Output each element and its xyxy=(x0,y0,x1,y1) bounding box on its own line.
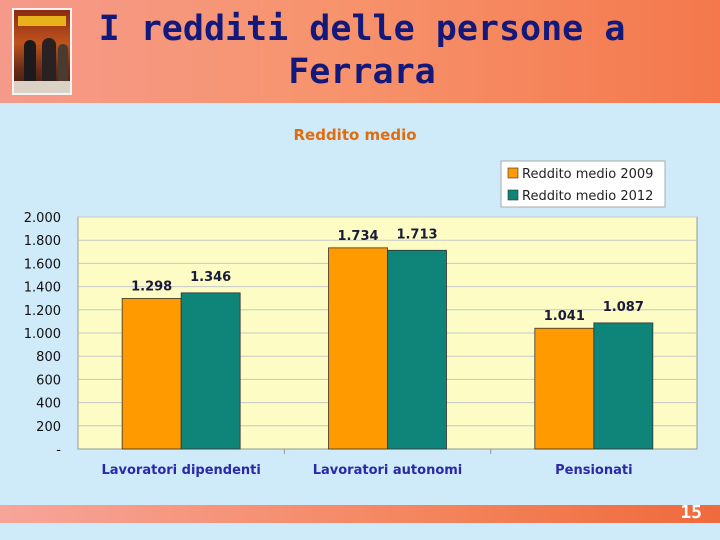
slide-title: I redditi delle persone a Ferrara xyxy=(98,9,626,92)
y-tick-label: 1.200 xyxy=(24,304,61,319)
bar xyxy=(328,247,388,450)
data-label: 1.346 xyxy=(190,270,231,285)
y-tick-label: 200 xyxy=(36,420,61,435)
legend-swatch xyxy=(507,189,519,201)
y-tick-label: - xyxy=(56,443,61,458)
legend xyxy=(500,160,666,208)
bar xyxy=(593,322,654,450)
page-number: 15 xyxy=(680,502,702,523)
y-tick-label: 400 xyxy=(36,397,61,412)
data-label: 1.041 xyxy=(544,309,585,324)
y-tick-label: 1.800 xyxy=(24,234,61,249)
y-tick-label: 1.000 xyxy=(24,327,61,342)
bar xyxy=(180,292,241,450)
y-tick-label: 1.600 xyxy=(24,257,61,272)
bar xyxy=(121,298,182,450)
x-tick-label: Pensionati xyxy=(555,463,632,478)
y-tick-label: 800 xyxy=(36,350,61,365)
photo-thumbnail xyxy=(12,8,72,95)
y-tick-label: 1.400 xyxy=(24,281,61,296)
bar xyxy=(534,327,595,450)
data-label: 1.734 xyxy=(337,229,378,244)
legend-label: Reddito medio 2012 xyxy=(522,189,653,204)
bar xyxy=(387,249,447,450)
slide-header: I redditi delle persone a Ferrara xyxy=(0,0,720,103)
data-label: 1.298 xyxy=(131,279,172,294)
y-tick-label: 600 xyxy=(36,373,61,388)
legend-label: Reddito medio 2009 xyxy=(522,167,653,182)
data-label: 1.087 xyxy=(603,300,644,315)
y-tick-label: 2.000 xyxy=(24,211,61,226)
chart-title: Reddito medio xyxy=(293,126,416,144)
bar-chart: Reddito medio - 200 400 600 800 1.000 1.200 1.40… xyxy=(24,126,698,478)
slide-footer xyxy=(0,505,720,523)
x-tick-label: Lavoratori dipendenti xyxy=(101,463,260,478)
data-label: 1.713 xyxy=(396,227,437,242)
legend-swatch xyxy=(507,167,519,179)
x-tick-label: Lavoratori autonomi xyxy=(313,463,463,478)
